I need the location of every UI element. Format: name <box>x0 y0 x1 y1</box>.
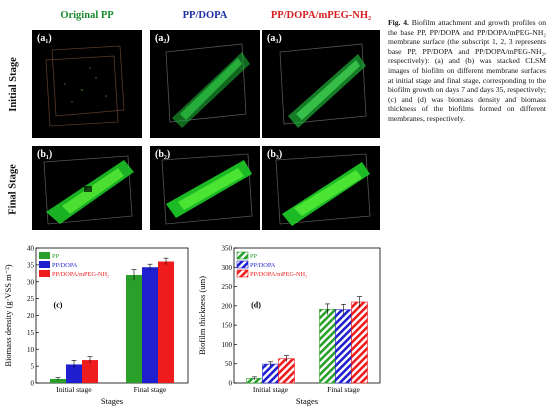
row-header-initial-text: Initial Stage <box>7 56 19 112</box>
bar <box>335 309 352 384</box>
y-axis-label: Biomass density (g·VSS m⁻²) <box>3 264 13 366</box>
panel-label-b3: (b₃) <box>267 149 283 160</box>
bar <box>158 261 174 383</box>
y-tick-label: 10 <box>27 346 35 354</box>
y-tick-label: 25 <box>27 295 35 303</box>
chart-c-svg: 0 5 10 15 20 25 30 35 40 Initial stage Final stage… <box>3 245 189 406</box>
y-tick-label: 300 <box>222 264 233 272</box>
clsm-panel-b2: (b₂) <box>150 146 260 230</box>
legend-swatch <box>39 252 50 259</box>
legend-swatch <box>39 270 50 277</box>
y-tick-label: 35 <box>27 261 35 269</box>
clsm-image-b1 <box>43 155 134 225</box>
clsm-image-b2 <box>161 153 253 225</box>
chart-c: 0 5 10 15 20 25 30 35 40 Initial stage Final stage… <box>2 242 192 412</box>
column-header-pp-dopa-mpeg: PP/DOPA/mPEG-NH₂ <box>270 10 372 21</box>
figure-caption-text: Biofilm attachment and growth profiles o… <box>388 18 546 123</box>
clsm-image-b3 <box>275 153 371 226</box>
panel-label-b2: (b₂) <box>155 149 171 160</box>
panel-label: (c) <box>54 300 63 309</box>
x-tick-label: Initial stage <box>56 385 92 394</box>
row-header-initial: Initial Stage <box>0 30 26 138</box>
y-tick-label: 50 <box>225 360 233 368</box>
legend-swatch <box>236 269 249 278</box>
panel-label-b1: (b₁) <box>37 149 53 160</box>
legend-label: PP/DOPA <box>250 262 276 269</box>
bar <box>319 309 336 384</box>
bar <box>351 301 368 384</box>
bar <box>262 363 279 384</box>
row-header-final: Final Stage <box>0 148 26 230</box>
clsm-panel-b3: (b₃) <box>262 146 380 230</box>
clsm-image-a2 <box>165 43 250 128</box>
column-header-original-pp: Original PP <box>60 10 114 21</box>
y-tick-label: 20 <box>27 312 35 320</box>
y-tick-label: 0 <box>229 380 233 388</box>
bar <box>50 378 66 383</box>
chart-d: 0 50 100 150 200 250 300 350 Initial stage Final … <box>196 242 384 412</box>
row-header-final-text: Final Stage <box>7 163 19 215</box>
figure-caption: Fig. 4. Biofilm attachment and growth pr… <box>388 18 546 124</box>
x-tick-label: Initial stage <box>253 385 289 394</box>
bar <box>82 360 98 383</box>
clsm-image-a3 <box>279 43 367 128</box>
clsm-image-a1 <box>45 45 125 127</box>
y-tick-label: 150 <box>222 322 233 330</box>
clsm-panel-a3: (a₃) <box>262 30 380 138</box>
panel-label-a1: (a₁) <box>37 33 52 44</box>
x-tick-label: Final stage <box>327 385 360 394</box>
x-tick-label: Final stage <box>134 385 167 394</box>
y-tick-label: 350 <box>222 245 233 253</box>
legend-label: PP <box>52 253 60 260</box>
y-tick-label: 200 <box>222 302 233 310</box>
clsm-panel-a2: (a₂) <box>150 30 260 138</box>
clsm-panel-a1: (a₁) <box>32 30 142 138</box>
bar <box>126 275 142 383</box>
y-tick-label: 40 <box>27 245 35 253</box>
panel-label: (d) <box>251 300 261 309</box>
legend-label: PP/DOPA <box>52 262 78 269</box>
y-axis-label: Biofilm thickness (um) <box>197 276 207 355</box>
x-axis-label: Stages <box>296 396 318 406</box>
chart-d-svg: 0 50 100 150 200 250 300 350 Initial stage Final … <box>197 245 381 406</box>
y-tick-label: 30 <box>27 278 35 286</box>
y-tick-label: 0 <box>31 380 35 388</box>
figure-caption-label: Fig. 4. <box>388 18 409 27</box>
legend-swatch <box>236 260 249 269</box>
legend-label: PP <box>250 253 258 260</box>
plot-frame <box>233 247 381 384</box>
x-axis-label: Stages <box>101 396 123 406</box>
legend-swatch <box>236 251 249 260</box>
clsm-panel-b1: (b₁) <box>32 146 142 230</box>
panel-label-a3: (a₃) <box>267 33 282 44</box>
y-tick-label: 250 <box>222 283 233 291</box>
bar <box>66 364 82 383</box>
y-tick-label: 15 <box>27 329 35 337</box>
legend-label: PP/DOPA/mPEG-NH₂ <box>52 271 109 278</box>
bar <box>142 267 158 383</box>
legend-swatch <box>39 261 50 268</box>
panel-label-a2: (a₂) <box>155 33 170 44</box>
bar <box>278 358 295 384</box>
y-tick-label: 100 <box>222 341 233 349</box>
legend-label: PP/DOPA/mPEG-NH₂ <box>250 271 307 278</box>
y-tick-label: 5 <box>31 363 35 371</box>
column-header-pp-dopa: PP/DOPA <box>182 10 228 21</box>
